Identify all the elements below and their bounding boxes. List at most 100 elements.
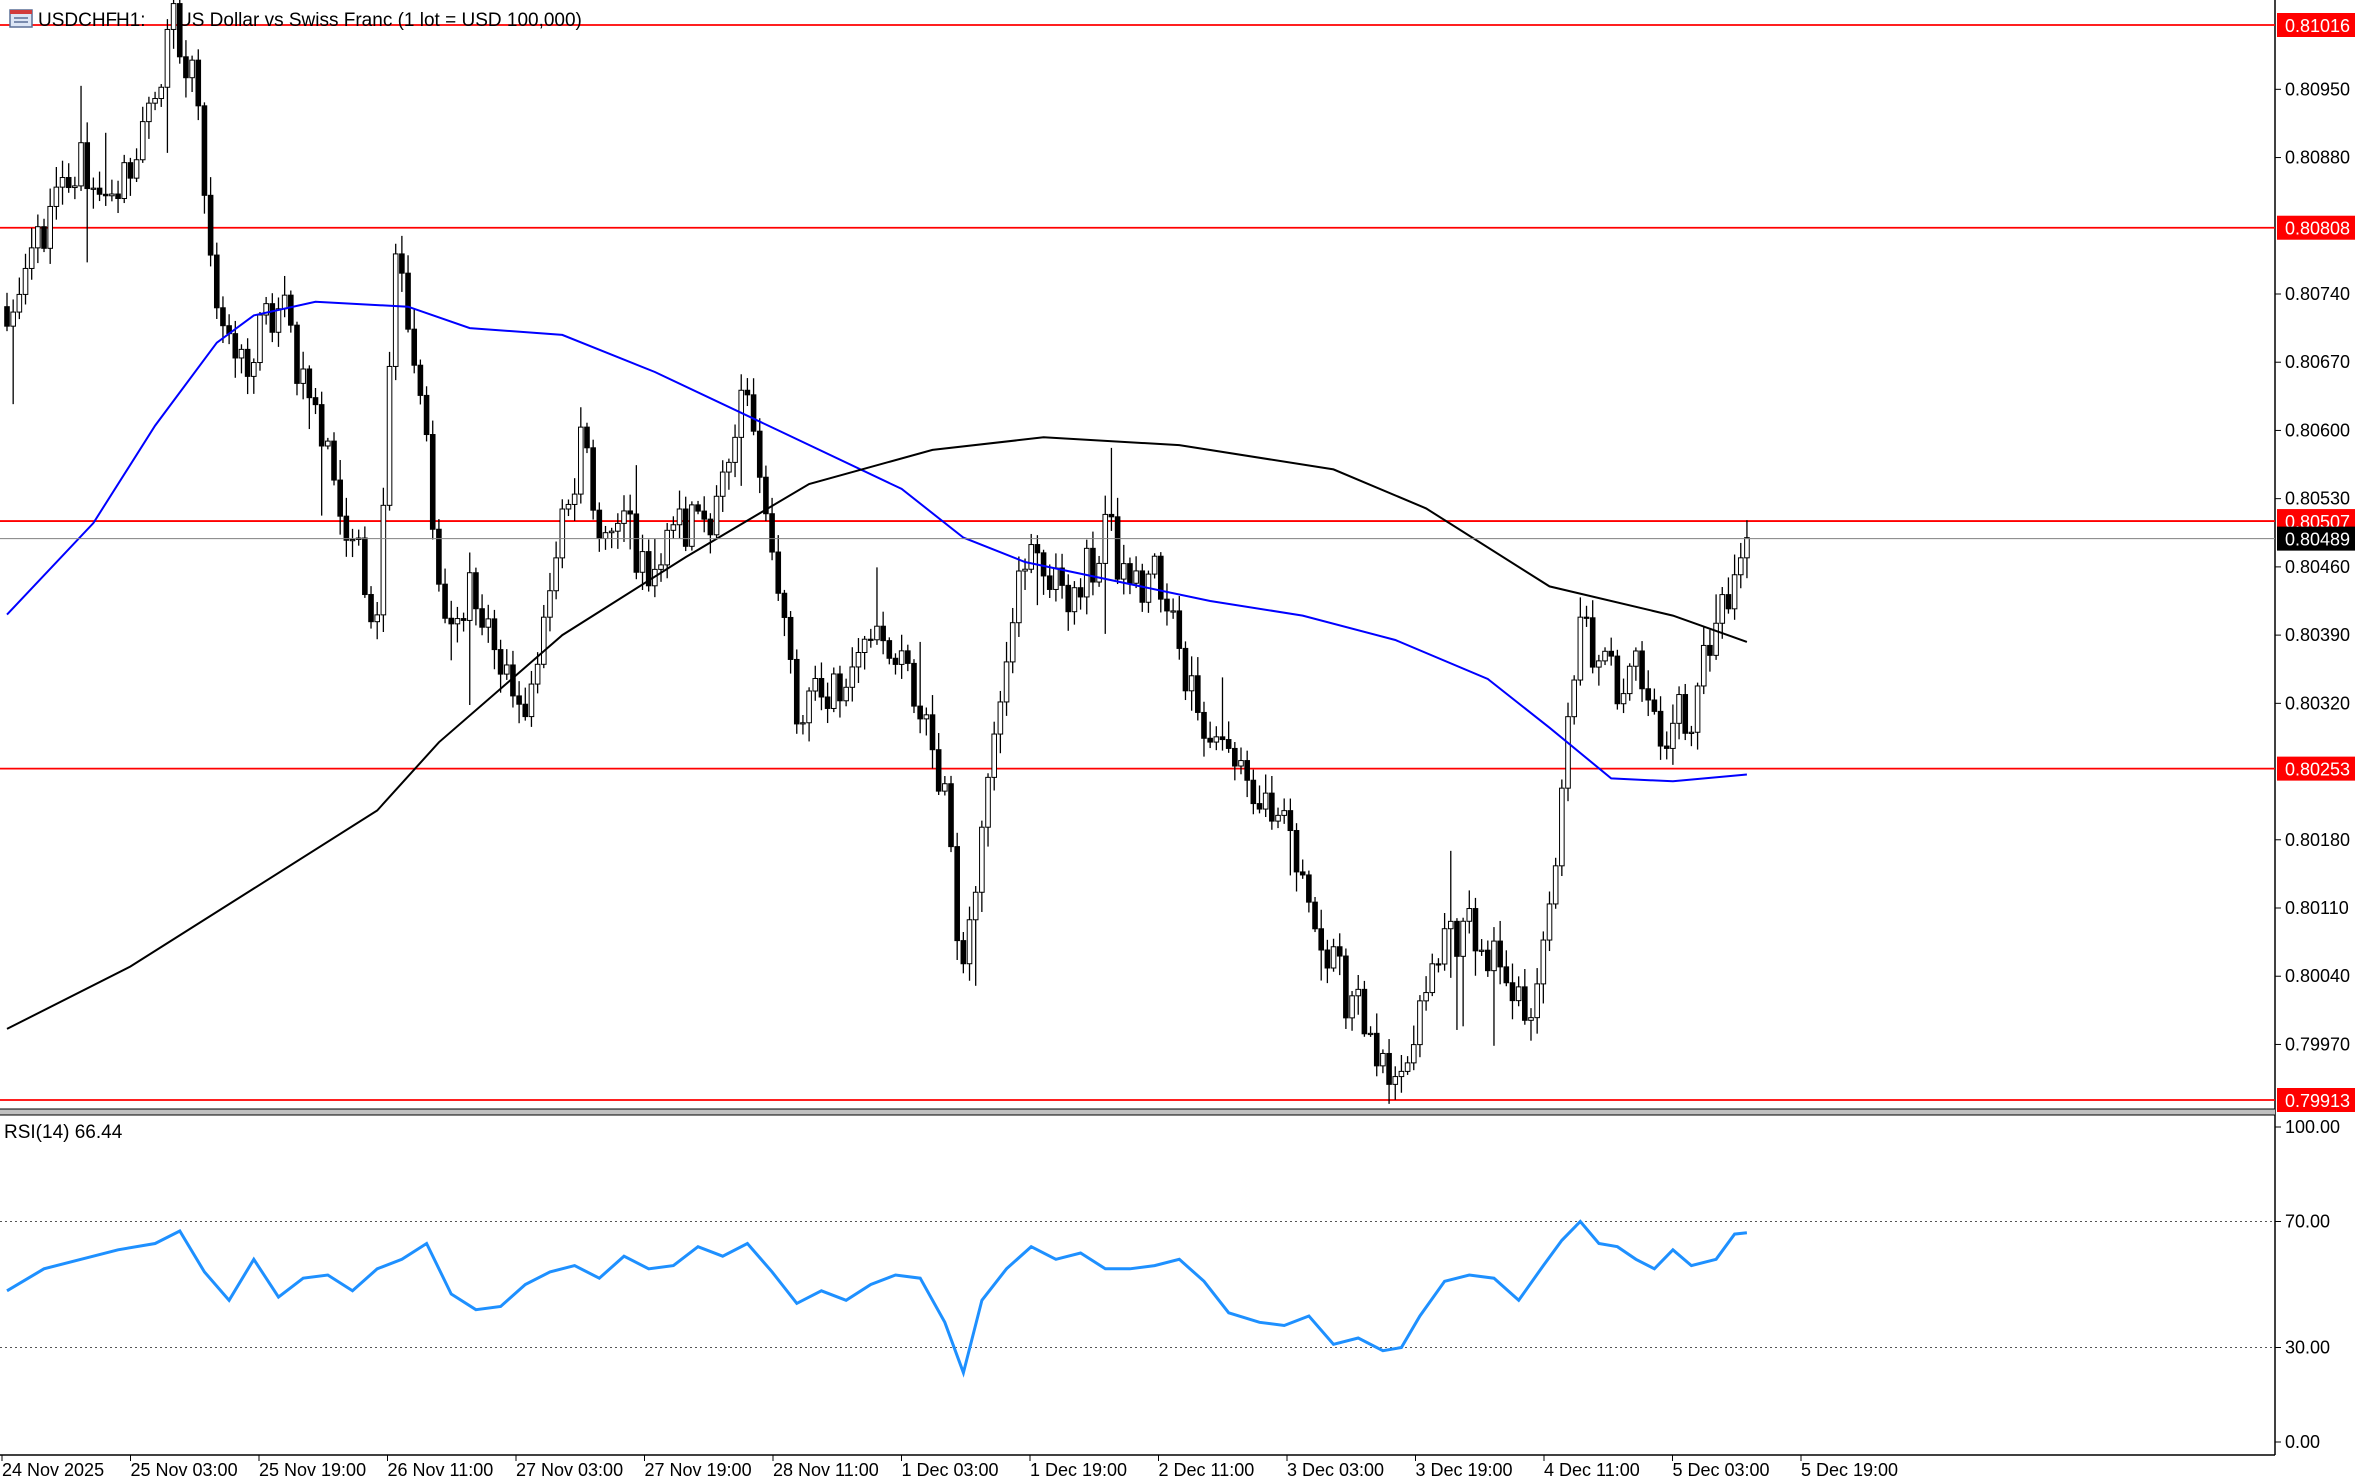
candle (448, 600, 455, 661)
bear-candle-body (707, 518, 714, 536)
bear-candle-body (522, 703, 529, 718)
bull-candle-body (1676, 694, 1682, 724)
bear-candle-body (1324, 949, 1331, 969)
bull-candle-body (830, 673, 837, 709)
candle (516, 681, 522, 724)
bear-candle-body (1046, 575, 1053, 590)
candle (917, 641, 923, 734)
candle (1336, 933, 1343, 976)
bull-candle-body (1694, 685, 1701, 733)
bear-candle-body (368, 594, 374, 623)
candle (1713, 594, 1719, 660)
bull-candle-body (1737, 557, 1744, 576)
candle (886, 637, 893, 665)
candle (368, 586, 374, 629)
bear-candle-body (176, 3, 183, 58)
candle (559, 499, 566, 569)
bull-candle-body (1577, 616, 1584, 681)
candle (1355, 974, 1362, 1015)
bear-candle-body (1176, 610, 1183, 649)
bull-candle-body (1447, 920, 1454, 930)
candle (1343, 948, 1349, 1029)
candle (479, 594, 485, 636)
candle (139, 106, 146, 163)
candle (547, 572, 553, 632)
candle (1034, 535, 1041, 606)
bear-candle-body (744, 389, 751, 396)
bear-candle-body (318, 404, 325, 447)
bull-candle-body (503, 664, 510, 675)
bull-candle-body (1423, 992, 1429, 1002)
candle (1083, 539, 1090, 615)
bear-candle-body (929, 714, 936, 751)
price-tick-label: 0.80880 (2285, 148, 2350, 168)
bull-candle-body (1367, 1032, 1374, 1036)
chart-window-icon (9, 9, 33, 28)
bear-candle-body (201, 105, 208, 196)
candle (1040, 549, 1047, 595)
candle (1737, 542, 1744, 589)
bull-candle-body (152, 98, 158, 104)
bear-candle-body (1287, 810, 1294, 832)
bull-candle-body (1688, 731, 1695, 734)
bull-candle-body (1731, 574, 1738, 610)
time-tick-label: 3 Dec 19:00 (1416, 1460, 1513, 1478)
candle (750, 378, 757, 436)
candle (639, 534, 646, 591)
ma-fast-line (6, 300, 1747, 783)
bear-candle-body (1312, 901, 1318, 930)
candle (1256, 785, 1263, 814)
bear-candle-body (1182, 647, 1189, 692)
bull-candle-body (1620, 693, 1627, 705)
bull-candle-body (275, 308, 282, 333)
candle (374, 601, 380, 640)
candle (1046, 564, 1053, 599)
bull-candle-body (547, 590, 553, 618)
candle (349, 528, 356, 558)
candle (682, 496, 689, 552)
bull-candle-body (997, 701, 1004, 735)
candle (1151, 553, 1158, 579)
candle (1497, 920, 1503, 985)
bear-candle-body (442, 583, 448, 619)
candle (121, 154, 128, 204)
bull-candle-body (528, 683, 535, 718)
candle (1108, 447, 1115, 531)
bear-candle-body (244, 348, 251, 377)
candle (28, 227, 35, 280)
price-tick-label: 0.80950 (2285, 79, 2350, 99)
bull-candle-body (72, 185, 78, 189)
candle (1003, 641, 1010, 716)
candle (1478, 939, 1485, 956)
candle (269, 293, 276, 343)
bear-candle-body (417, 364, 424, 396)
bull-candle-body (861, 638, 868, 653)
bull-candle-body (1713, 622, 1719, 656)
candle (1281, 798, 1287, 824)
bull-candle-body (1626, 665, 1633, 695)
horizontal-levels[interactable] (0, 24, 2275, 1101)
bull-candle-body (658, 564, 664, 570)
candle (497, 639, 504, 693)
candle (189, 55, 195, 92)
bear-candle-body (1435, 963, 1442, 966)
bull-candle-body (849, 666, 856, 688)
candle (1552, 857, 1559, 909)
candle (1016, 556, 1022, 637)
candle (911, 659, 917, 714)
bull-candle-body (281, 294, 288, 310)
candle (979, 820, 985, 912)
bear-candle-body (1232, 747, 1238, 767)
candle (386, 351, 393, 511)
bear-candle-body (1306, 874, 1312, 903)
pane-separator[interactable] (0, 1109, 2275, 1115)
candle (1225, 721, 1232, 753)
candle (1719, 587, 1726, 639)
candle (1688, 725, 1695, 747)
rsi-line (6, 1219, 1748, 1378)
bull-candle-body (1596, 660, 1602, 668)
bull-candle-body (1071, 587, 1078, 613)
candle (1657, 696, 1664, 760)
candle (1318, 909, 1325, 981)
